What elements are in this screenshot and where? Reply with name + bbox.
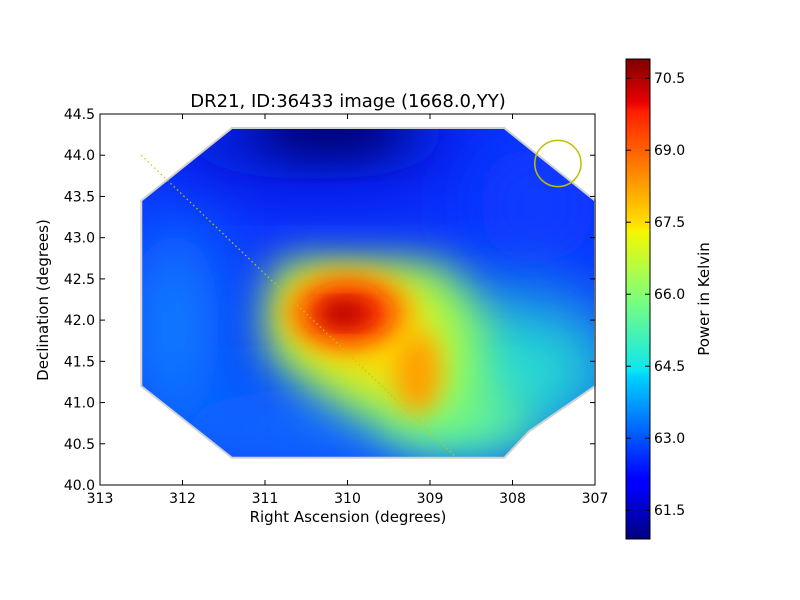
y-tick-label: 44.0 — [64, 148, 95, 164]
x-tick-label: 313 — [87, 491, 114, 507]
heatmap — [141, 128, 596, 458]
colorbar-label: Power in Kelvin — [695, 242, 713, 356]
y-tick-label: 40.5 — [64, 437, 95, 453]
y-tick-label: 42.0 — [64, 313, 95, 329]
dotted-line — [140, 154, 456, 457]
beam-circle — [534, 139, 582, 188]
y-tick-label: 41.5 — [64, 354, 95, 370]
colorbar-tick-label: 61.5 — [654, 503, 685, 519]
x-tick-label: 312 — [169, 491, 196, 507]
x-axis-label: Right Ascension (degrees) — [250, 508, 447, 526]
colorbar-axis: 61.5 63.0 64.5 66.0 67.5 69.0 70.5 — [626, 71, 685, 519]
y-tick-label: 40.0 — [64, 478, 95, 494]
colorbar-tick-label: 63.0 — [654, 431, 685, 447]
field-outline — [140, 127, 596, 459]
x-tick-label: 307 — [582, 491, 609, 507]
x-tick-label: 310 — [334, 491, 361, 507]
y-tick-label: 42.5 — [64, 272, 95, 288]
colorbar-tick-label: 69.0 — [654, 143, 685, 159]
y-tick-label: 41.0 — [64, 396, 95, 412]
chart-title: DR21, ID:36433 image (1668.0,YY) — [190, 91, 505, 112]
x-axis: 313 312 311 310 309 308 307 — [87, 114, 609, 507]
y-tick-label: 43.0 — [64, 231, 95, 247]
y-tick-label: 44.5 — [64, 107, 95, 123]
x-tick-label: 308 — [499, 491, 526, 507]
y-axis-label: Declination (degrees) — [34, 219, 52, 381]
colorbar-tick-label: 64.5 — [654, 359, 685, 375]
y-axis: 40.0 40.5 41.0 41.5 42.0 42.5 43.0 43.5 44.0 44.5 — [64, 107, 595, 494]
x-tick-label: 309 — [417, 491, 444, 507]
x-tick-label: 311 — [252, 491, 279, 507]
colorbar — [625, 58, 651, 540]
colorbar-tick-label: 66.0 — [654, 287, 685, 303]
colorbar-tick-label: 67.5 — [654, 215, 685, 231]
colorbar-tick-label: 70.5 — [654, 71, 685, 87]
y-tick-label: 43.5 — [64, 189, 95, 205]
